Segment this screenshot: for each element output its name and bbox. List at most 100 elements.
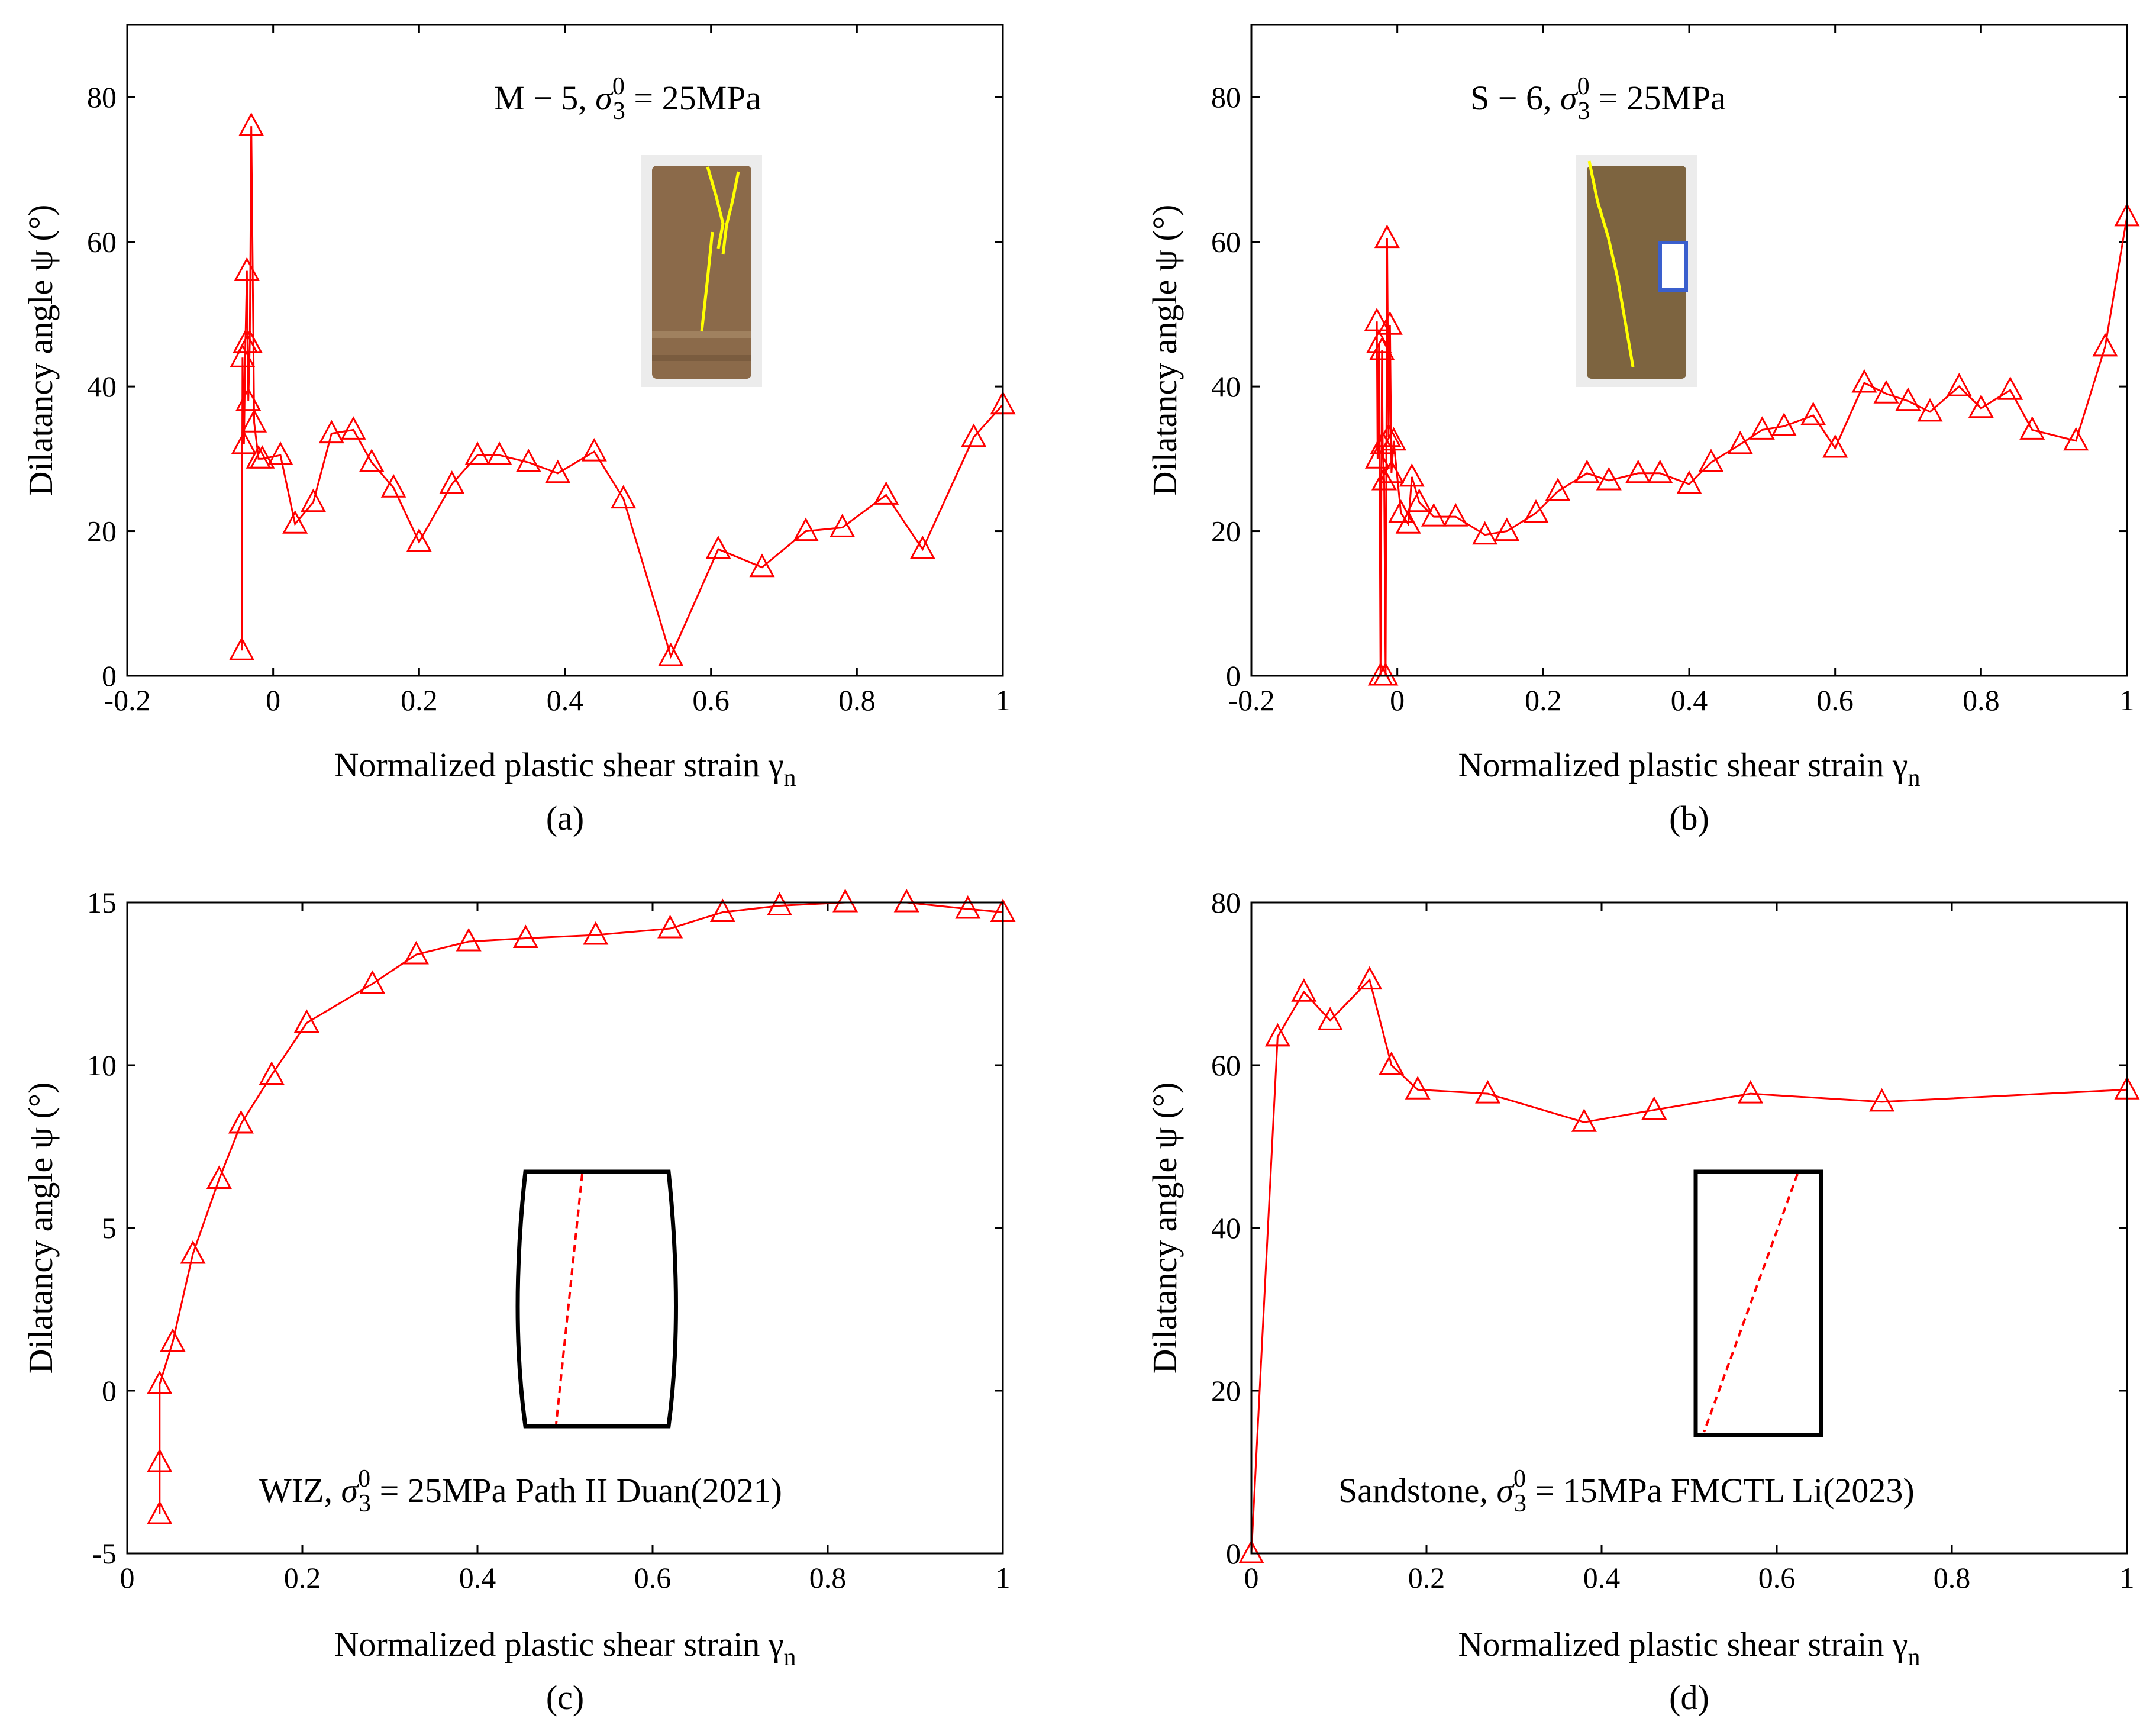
- data-point-marker: [234, 257, 260, 281]
- data-point-marker: [359, 970, 385, 994]
- barrel-specimen-sketch: [515, 1169, 678, 1429]
- data-point-marker: [1371, 466, 1397, 491]
- panel-c-ylabel: Dilatancy angle ψ (°): [21, 1082, 60, 1374]
- data-point-marker: [1641, 1096, 1667, 1120]
- data-point-marker: [1373, 662, 1399, 686]
- specimen-photo-s6: [1576, 155, 1697, 387]
- data-point-marker: [1475, 1079, 1501, 1104]
- data-point-marker: [318, 420, 344, 444]
- data-point-marker: [1727, 430, 1753, 454]
- data-point-marker: [293, 1009, 319, 1033]
- data-point-marker: [267, 441, 293, 465]
- x-tick-label: 0: [266, 684, 280, 717]
- x-tick-label: 0: [1244, 1561, 1259, 1594]
- data-point-marker: [380, 474, 406, 498]
- data-point-marker: [464, 441, 490, 465]
- y-tick-label: 20: [1211, 1374, 1241, 1407]
- panel-c-xlabel: Normalized plastic shear strain γn: [334, 1625, 796, 1671]
- data-point-marker: [1388, 499, 1414, 523]
- y-tick-label: 0: [1226, 1537, 1241, 1570]
- data-point-marker: [359, 449, 385, 472]
- panel-d-ylabel: Dilatancy angle ψ (°): [1145, 1082, 1184, 1374]
- panel-b-axes-box: [1250, 24, 2128, 677]
- data-point-marker: [545, 459, 571, 483]
- data-point-marker: [228, 1110, 254, 1134]
- data-point-marker: [147, 1448, 173, 1472]
- data-point-marker: [1395, 510, 1421, 534]
- data-point-marker: [1472, 521, 1498, 545]
- data-point-marker: [1625, 459, 1651, 483]
- x-tick-label: 0.2: [401, 684, 438, 717]
- data-point-marker: [961, 423, 987, 447]
- data-point-marker: [1406, 488, 1432, 512]
- x-tick-label: 0.2: [1408, 1561, 1445, 1594]
- panel-b-caption: (b): [1669, 799, 1709, 837]
- data-point-marker: [1317, 1007, 1343, 1030]
- data-point-marker: [259, 1061, 285, 1085]
- data-point-marker: [1676, 470, 1702, 494]
- x-tick-label: 0.2: [284, 1561, 321, 1594]
- data-point-marker: [1946, 372, 1972, 396]
- panel-c-caption: (c): [546, 1678, 584, 1717]
- series-line: [241, 126, 1004, 659]
- data-point-marker: [1370, 430, 1396, 454]
- x-tick-label: 0.6: [634, 1561, 672, 1594]
- panel-d-caption: (d): [1669, 1678, 1709, 1717]
- data-point-marker: [1442, 502, 1468, 527]
- data-point-marker: [2063, 427, 2089, 451]
- panel-d-axes-box: [1250, 901, 2128, 1555]
- panel-d-inset: [1693, 1169, 1823, 1437]
- shear-band-line: [1703, 1174, 1799, 1433]
- series-line: [159, 901, 1003, 1514]
- data-point-marker: [1800, 401, 1826, 425]
- data-point-marker: [340, 416, 366, 440]
- data-point-marker: [515, 449, 541, 472]
- data-point-marker: [1364, 307, 1390, 331]
- x-tick-label: 0.4: [547, 684, 584, 717]
- data-point-marker: [1647, 459, 1673, 483]
- data-point-marker: [909, 535, 935, 559]
- x-tick-label: 0.4: [459, 1561, 496, 1594]
- data-point-marker: [583, 921, 609, 945]
- data-point-marker: [955, 895, 981, 919]
- y-tick-label: 0: [1226, 659, 1241, 692]
- data-point-marker: [705, 535, 731, 559]
- x-tick-label: 1: [2120, 684, 2135, 717]
- data-point-marker: [893, 888, 919, 913]
- panel-b-inset: [1576, 155, 1697, 387]
- data-point-marker: [241, 409, 267, 433]
- data-point-marker: [1545, 478, 1571, 501]
- data-point-marker: [1380, 427, 1407, 451]
- x-tick-label: 0.2: [1525, 684, 1562, 717]
- data-point-marker: [1851, 369, 1877, 393]
- data-point-marker: [512, 924, 538, 948]
- panel-d: 0 0.2 0.4 0.6 0.8 1 0 20 40 60 80 Sandstone, σ0 3 =…: [1145, 886, 2140, 1717]
- data-point-marker: [238, 112, 264, 136]
- panel-d-plot: 0 0.2 0.4 0.6 0.8 1 0 20 40 60 80: [1211, 886, 2140, 1594]
- y-tick-label: 40: [1211, 370, 1241, 403]
- data-point-marker: [1238, 1539, 1264, 1563]
- x-tick-label: -0.2: [1228, 684, 1274, 717]
- x-tick-label: 1: [2120, 1561, 2135, 1594]
- data-point-marker: [1379, 459, 1405, 483]
- crack-line: [1587, 160, 1635, 367]
- panel-b-annotation: S − 6, σ0 3 = 25MPa: [1470, 73, 1726, 125]
- x-tick-label: -0.2: [104, 684, 150, 717]
- x-tick-label: 0.4: [1671, 684, 1708, 717]
- y-tick-label: 40: [1211, 1211, 1241, 1245]
- panel-c-annotation: WIZ, σ0 3 = 25MPa Path II Duan(2021): [259, 1465, 782, 1517]
- data-point-marker: [1917, 398, 1943, 422]
- data-point-marker: [1264, 1023, 1290, 1047]
- data-point-marker: [486, 441, 512, 465]
- series-line: [1376, 216, 2128, 676]
- data-point-marker: [1968, 394, 1994, 418]
- y-tick-label: 40: [87, 370, 117, 403]
- data-point-marker: [1421, 502, 1447, 527]
- x-tick-label: 0.8: [838, 684, 876, 717]
- data-point-marker: [709, 898, 735, 922]
